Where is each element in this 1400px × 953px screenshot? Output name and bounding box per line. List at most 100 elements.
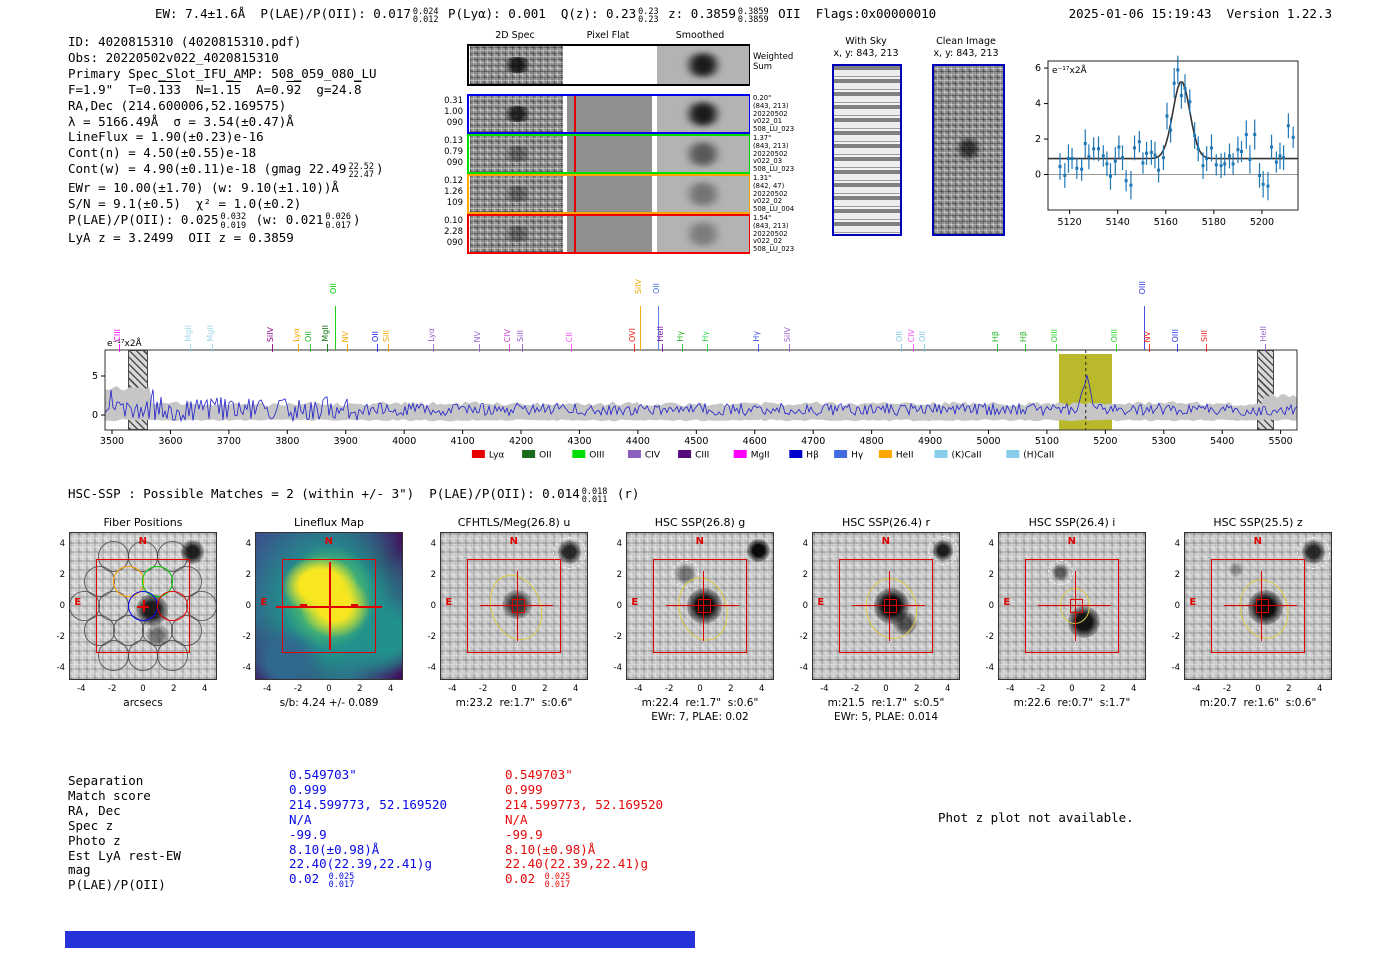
svg-text:e⁻¹⁷x2Å: e⁻¹⁷x2Å: [1052, 64, 1088, 76]
x-tick-label: 4: [758, 684, 765, 694]
y-tick-label: 4: [616, 539, 622, 550]
extraction-box: [839, 559, 933, 653]
source-blob: [1228, 562, 1244, 577]
source-blob: [686, 588, 722, 624]
stacked-uncertainty: 0.23 0.23: [638, 6, 659, 25]
svg-text:5000: 5000: [976, 436, 1000, 447]
x-tick-label: 2: [357, 684, 363, 694]
spectral-line-marker-tick: [1025, 344, 1027, 352]
x-tick-label: -2: [478, 684, 488, 694]
spectral-line-marker-tick: [923, 344, 925, 352]
fiber-circle: [98, 541, 130, 572]
svg-text:5100: 5100: [1035, 436, 1059, 447]
svg-text:0: 0: [92, 410, 98, 421]
fiber-circle: [83, 615, 115, 647]
svg-text:HeII: HeII: [896, 451, 914, 461]
y-tick-label: -4: [56, 662, 65, 673]
spec2d-row-right-labels: 0.20" (843, 213) 20220502 v022_01 508_LU_023: [753, 94, 795, 134]
compass-north-label: N: [1067, 535, 1076, 547]
stacked-uncertainty: 0.025 0.017: [328, 871, 355, 891]
spectral-line-marker-tick: [913, 344, 915, 352]
spectral-line-marker-tick: [634, 344, 636, 352]
compass-east-label: E: [1003, 597, 1011, 609]
spectral-line-marker-tick: [432, 344, 434, 352]
center-marker-square: [697, 599, 711, 613]
spec2d-col-title: 2D Spec: [495, 30, 535, 41]
y-tick-label: 2: [616, 570, 622, 581]
cutout-title: Fiber Positions: [103, 516, 183, 529]
svg-text:OIII: OIII: [589, 451, 604, 461]
x-tick-label: -4: [634, 684, 643, 694]
spectral-line-marker-tick: [387, 344, 389, 352]
fiber-circle: [70, 590, 100, 622]
spec2d-strip: [467, 94, 750, 134]
spectral-line-marker-tick: [706, 344, 708, 352]
x-tick-label: 0: [140, 684, 146, 694]
svg-text:5160: 5160: [1154, 217, 1178, 228]
spectral-line-marker: Hγ: [752, 331, 762, 342]
x-tick-label: -2: [1036, 684, 1046, 694]
aperture-ellipse: [861, 574, 923, 644]
cutout-title: HSC SSP(26.8) g: [654, 516, 746, 529]
x-tick-label: 2: [171, 684, 177, 694]
svg-text:5200: 5200: [1250, 217, 1274, 228]
y-tick-label: 0: [988, 601, 994, 611]
spectral-line-marker-tick: [189, 344, 191, 352]
info-line-8: Cont(w) = 4.90(±0.11)e-18 (gmag 22.49 22.…: [68, 161, 384, 181]
cutout-caption: m:21.5 re:1.7" s:0.5": [827, 697, 945, 709]
stacked-uncertainty: 0.032 0.019: [220, 212, 247, 231]
svg-text:4900: 4900: [918, 436, 942, 447]
source-blob: [180, 540, 205, 564]
svg-text:Hγ: Hγ: [851, 451, 864, 461]
stacked-uncertainty: 0.026 0.017: [325, 212, 351, 231]
x-tick-label: -2: [107, 684, 117, 694]
compass-east-label: E: [260, 597, 268, 609]
svg-text:4200: 4200: [509, 436, 533, 447]
x-tick-label: -2: [664, 684, 674, 694]
match-table-labels: Separation Match score RA, Dec Spec z Photo …: [68, 773, 181, 893]
spectral-line-marker-tick: [212, 344, 214, 352]
spectral-line-marker: CIV: [503, 328, 513, 342]
svg-text:OII: OII: [539, 451, 551, 461]
spectral-line-marker-tick: [346, 344, 348, 352]
fiber-circle-selected: [127, 590, 159, 622]
fiber-circle: [171, 565, 203, 597]
neighbor-dashed-circle: [553, 537, 586, 570]
cutout-title: CFHTLS/Meg(26.8) u: [457, 516, 571, 529]
spectral-line-marker: SiII: [1200, 329, 1210, 342]
cutout-caption: EWr: 7, PLAE: 0.02: [651, 711, 749, 723]
spectral-line-marker-tick: [509, 344, 511, 352]
spectral-line-marker-tick: [335, 306, 337, 350]
svg-text:5140: 5140: [1106, 217, 1130, 228]
line-fit-plot: 5120 5140 5160 5180 5200 0 2 4 6 e⁻¹⁷x2Å: [1035, 54, 1340, 234]
y-tick-label: -4: [613, 662, 622, 673]
spectral-line-marker: OIII: [1109, 328, 1119, 342]
info-line-2: Primary Spec_Slot_IFU_AMP: 508_059_080_L…: [68, 65, 377, 81]
stacked-uncertainty: 0.3859 0.3859: [737, 6, 769, 25]
spec2d-smoothed: [657, 96, 749, 132]
detection-info-block: ID: 4020815310 (4020815310.pdf) Obs: 2022…: [68, 34, 384, 246]
y-tick-label: -2: [427, 631, 436, 642]
spectral-line-marker: HeII: [1258, 326, 1268, 342]
svg-text:4700: 4700: [801, 436, 825, 447]
spectral-line-marker-tick: [522, 344, 524, 352]
spectral-line-marker-tick: [119, 344, 121, 352]
fiber-circle: [127, 541, 159, 572]
x-tick-label: 0: [511, 684, 517, 694]
svg-text:4300: 4300: [567, 436, 591, 447]
info-line-10: S/N = 9.1(±0.5) χ² = 1.0(±0.2): [68, 195, 302, 211]
center-marker-square: [1069, 599, 1083, 613]
center-marker-square: [883, 599, 897, 613]
svg-text:5300: 5300: [1152, 436, 1176, 447]
compass-north-label: N: [138, 535, 147, 547]
spectral-line-marker: Hβ: [990, 330, 1000, 342]
svg-text:CIII: CIII: [695, 451, 709, 461]
svg-text:4600: 4600: [743, 436, 767, 447]
x-tick-label: -2: [850, 684, 860, 694]
spectral-line-marker: MgII: [206, 325, 216, 342]
